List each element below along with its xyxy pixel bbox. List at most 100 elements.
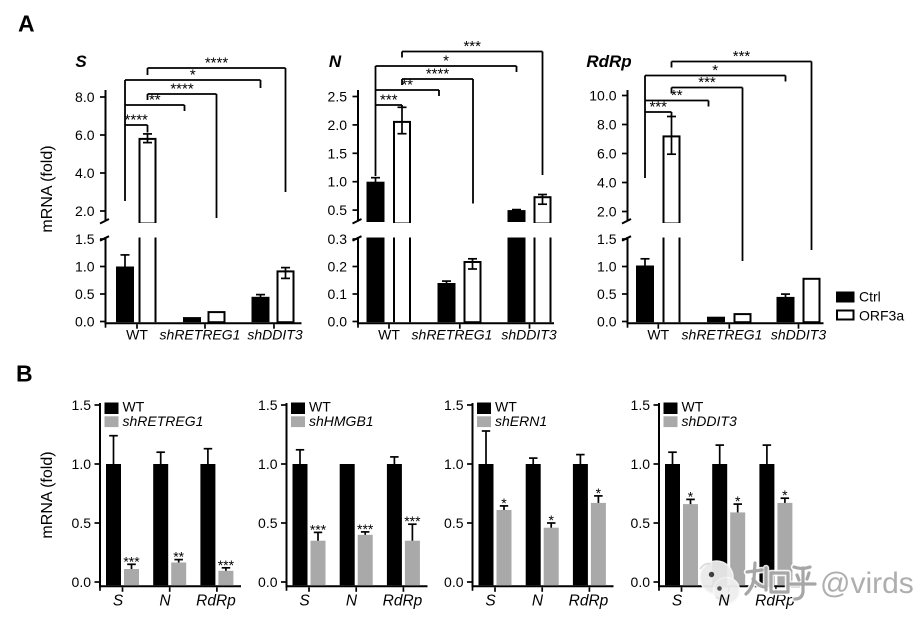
- svg-text:1.5: 1.5: [75, 231, 95, 247]
- svg-text:0.0: 0.0: [597, 314, 617, 330]
- svg-text:shRETREG1: shRETREG1: [123, 413, 204, 429]
- svg-text:**: **: [149, 92, 161, 109]
- svg-text:RdRp: RdRp: [569, 593, 609, 610]
- svg-text:***: ***: [218, 557, 235, 573]
- svg-text:0.1: 0.1: [328, 286, 348, 302]
- svg-text:1.5: 1.5: [597, 231, 617, 247]
- svg-text:8.0: 8.0: [597, 117, 617, 133]
- svg-text:0.2: 0.2: [328, 259, 348, 275]
- svg-text:0.5: 0.5: [75, 286, 95, 302]
- svg-text:*: *: [548, 512, 554, 528]
- svg-text:**: **: [671, 87, 683, 104]
- svg-text:0.5: 0.5: [444, 515, 464, 531]
- svg-text:****: ****: [426, 66, 450, 83]
- svg-text:1.5: 1.5: [631, 397, 651, 413]
- svg-text:*: *: [735, 493, 741, 509]
- svg-text:N: N: [718, 593, 730, 610]
- svg-text:S: S: [75, 52, 87, 71]
- svg-text:0.5: 0.5: [258, 515, 278, 531]
- svg-text:0.0: 0.0: [328, 314, 348, 330]
- svg-text:***: ***: [733, 48, 751, 65]
- svg-text:shHMGB1: shHMGB1: [309, 413, 374, 429]
- svg-text:shDDIT3: shDDIT3: [247, 327, 302, 343]
- svg-text:shDDIT3: shDDIT3: [501, 327, 556, 343]
- svg-text:WT: WT: [495, 399, 517, 415]
- svg-text:1.0: 1.0: [444, 456, 464, 472]
- svg-text:2.5: 2.5: [328, 89, 348, 105]
- svg-text:1.0: 1.0: [631, 456, 651, 472]
- svg-text:6.0: 6.0: [597, 146, 617, 162]
- svg-text:0.3: 0.3: [328, 231, 348, 247]
- svg-text:shERN1: shERN1: [495, 413, 547, 429]
- svg-text:S: S: [485, 593, 496, 610]
- svg-text:N: N: [159, 593, 171, 610]
- svg-text:mRNA (fold): mRNA (fold): [39, 451, 56, 538]
- svg-text:shRETREG1: shRETREG1: [682, 327, 763, 343]
- svg-text:WT: WT: [126, 327, 148, 343]
- svg-text:WT: WT: [309, 399, 331, 415]
- svg-text:*: *: [688, 488, 694, 504]
- svg-text:0.5: 0.5: [631, 515, 651, 531]
- svg-text:shDDIT3: shDDIT3: [682, 413, 737, 429]
- svg-text:A: A: [18, 11, 35, 37]
- svg-text:N: N: [532, 593, 544, 610]
- svg-text:2.0: 2.0: [597, 204, 617, 220]
- svg-text:WT: WT: [123, 399, 145, 415]
- svg-text:***: ***: [123, 553, 140, 569]
- svg-text:1.0: 1.0: [75, 259, 95, 275]
- svg-text:S: S: [113, 593, 124, 610]
- svg-text:S: S: [672, 593, 683, 610]
- svg-text:*: *: [501, 495, 507, 511]
- svg-text:***: ***: [380, 92, 398, 109]
- svg-text:1.0: 1.0: [328, 174, 348, 190]
- svg-text:***: ***: [649, 99, 667, 116]
- svg-text:6.0: 6.0: [75, 127, 95, 143]
- svg-text:RdRp: RdRp: [383, 593, 423, 610]
- svg-text:**: **: [173, 549, 184, 565]
- svg-text:N: N: [346, 593, 358, 610]
- svg-text:1.0: 1.0: [597, 259, 617, 275]
- svg-text:**: **: [401, 77, 413, 94]
- svg-text:N: N: [329, 52, 342, 71]
- svg-text:2.0: 2.0: [75, 203, 95, 219]
- svg-text:***: ***: [357, 521, 374, 537]
- svg-text:***: ***: [698, 74, 716, 91]
- svg-text:4.0: 4.0: [597, 175, 617, 191]
- svg-text:0.0: 0.0: [75, 314, 95, 330]
- svg-text:*: *: [782, 487, 788, 503]
- svg-text:*: *: [596, 485, 602, 501]
- svg-text:4.0: 4.0: [75, 165, 95, 181]
- svg-text:0.0: 0.0: [258, 574, 278, 590]
- svg-text:@virds: @virds: [820, 567, 914, 600]
- svg-text:ORF3a: ORF3a: [859, 308, 904, 324]
- svg-text:0.0: 0.0: [444, 574, 464, 590]
- svg-text:S: S: [299, 593, 310, 610]
- svg-text:0.0: 0.0: [72, 574, 92, 590]
- svg-text:RdRp: RdRp: [755, 593, 795, 610]
- svg-text:***: ***: [463, 38, 481, 55]
- svg-text:shRETREG1: shRETREG1: [160, 327, 241, 343]
- svg-text:***: ***: [310, 521, 327, 537]
- svg-text:mRNA (fold): mRNA (fold): [39, 145, 56, 232]
- svg-text:*: *: [712, 62, 718, 79]
- svg-text:0.5: 0.5: [328, 202, 348, 218]
- svg-text:WT: WT: [378, 327, 400, 343]
- svg-text:****: ****: [205, 55, 229, 72]
- svg-text:shDDIT3: shDDIT3: [771, 327, 826, 343]
- svg-text:*: *: [443, 53, 449, 70]
- svg-text:1.5: 1.5: [444, 397, 464, 413]
- svg-text:shRETREG1: shRETREG1: [412, 327, 493, 343]
- svg-text:B: B: [16, 361, 33, 387]
- svg-text:***: ***: [404, 513, 421, 529]
- svg-text:WT: WT: [647, 327, 669, 343]
- svg-text:RdRp: RdRp: [196, 593, 236, 610]
- svg-text:1.5: 1.5: [258, 397, 278, 413]
- svg-text:2.0: 2.0: [328, 117, 348, 133]
- svg-text:Ctrl: Ctrl: [859, 289, 881, 305]
- svg-text:RdRp: RdRp: [586, 52, 631, 71]
- svg-text:****: ****: [125, 112, 149, 129]
- svg-text:WT: WT: [682, 399, 704, 415]
- svg-text:0.0: 0.0: [631, 574, 651, 590]
- svg-text:1.0: 1.0: [258, 456, 278, 472]
- svg-text:1.5: 1.5: [328, 145, 348, 161]
